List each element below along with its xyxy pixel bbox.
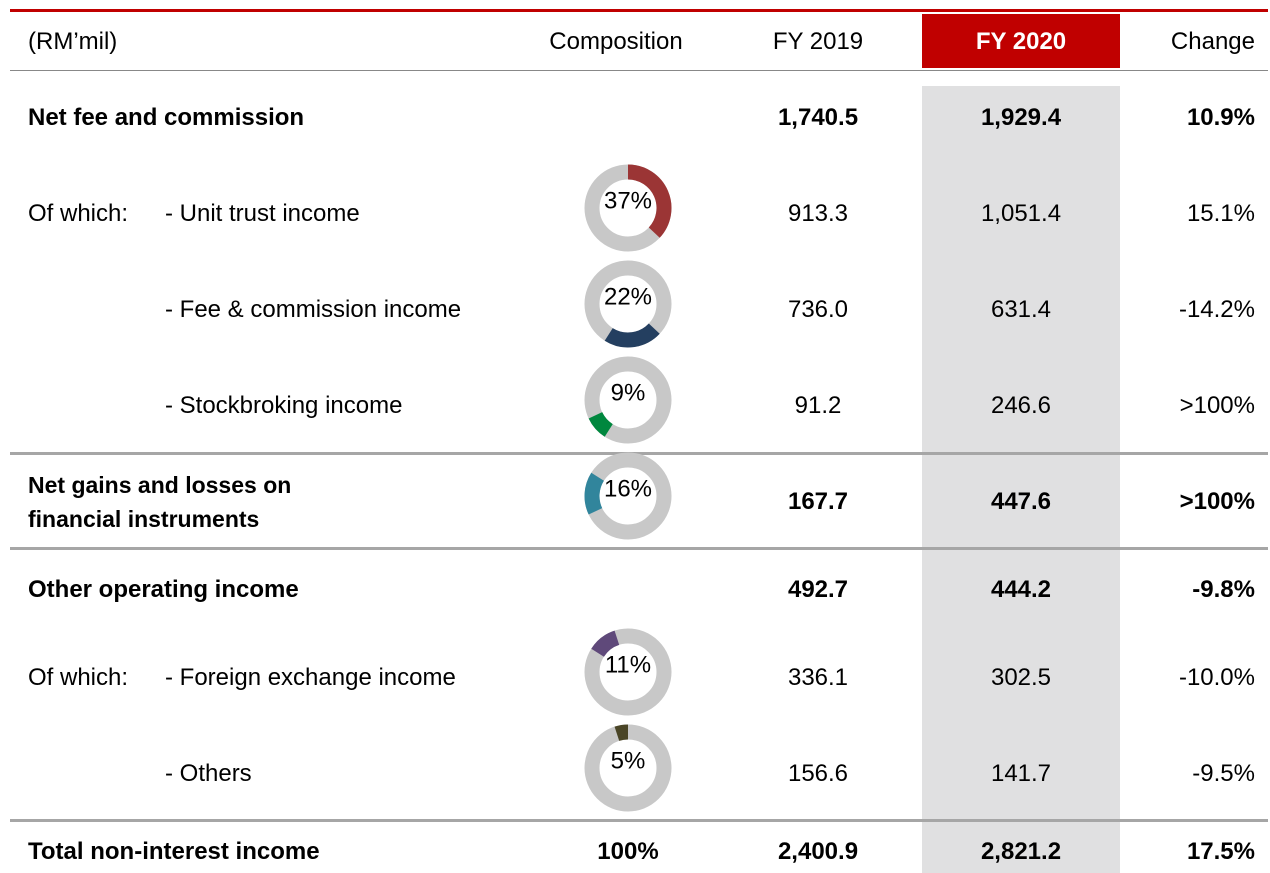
row-label: - Fee & commission income <box>165 296 462 323</box>
fy2020-value: 631.4 <box>990 296 1052 323</box>
fy2019-value: 736.0 <box>787 296 849 323</box>
donut: 16% <box>584 452 672 540</box>
fy2019-value: 913.3 <box>787 200 849 227</box>
fy2019-value: 91.2 <box>794 392 842 419</box>
row-label: - Others <box>165 760 252 787</box>
row-prefix: Of which: <box>28 200 129 227</box>
donut-label: 11% <box>605 651 651 678</box>
donut-label: 22% <box>604 283 652 310</box>
donut-segment <box>604 323 660 348</box>
row-separator <box>10 547 1268 550</box>
donut-track <box>584 356 672 444</box>
donut-segment <box>591 630 620 658</box>
change-value: >100% <box>1179 392 1255 419</box>
donut-segment <box>614 724 629 741</box>
donut: 5% <box>584 724 672 812</box>
donut: 37% <box>584 164 672 252</box>
row-label: - Unit trust income <box>165 200 360 227</box>
header-composition: Composition <box>549 28 683 55</box>
fy2019-value: 2,400.9 <box>777 838 859 865</box>
row-label: - Stockbroking income <box>165 392 403 419</box>
donut-segment <box>584 472 605 515</box>
row-label: Net gains and losses on financial instru… <box>28 472 292 532</box>
donut-label: 5% <box>611 747 646 774</box>
fy2019-value: 1,740.5 <box>777 104 859 131</box>
fy2020-value: 1,051.4 <box>980 200 1062 227</box>
change-value: -10.0% <box>1178 664 1255 691</box>
donut: 9% <box>584 356 672 444</box>
row-separator <box>10 819 1268 822</box>
fy2020-value: 302.5 <box>990 664 1052 691</box>
donut-track <box>584 628 672 716</box>
row-label: Total non-interest income <box>28 838 320 865</box>
donut: 22% <box>584 260 672 348</box>
fy2020-value: 447.6 <box>990 488 1052 515</box>
change-value: -9.8% <box>1192 576 1255 603</box>
fy2020-value: 141.7 <box>990 760 1052 787</box>
change-value: 15.1% <box>1186 200 1255 227</box>
row-label: Other operating income <box>28 576 299 603</box>
row-prefix: Of which: <box>28 664 129 691</box>
fy2019-value: 492.7 <box>787 576 849 603</box>
row-label: Net fee and commission <box>28 104 305 131</box>
change-value: -9.5% <box>1192 760 1255 787</box>
donut-segment <box>588 411 614 437</box>
row-separator <box>10 452 1268 455</box>
change-value: 10.9% <box>1186 104 1255 131</box>
donut-label: 9% <box>611 379 646 406</box>
fy2020-value: 2,821.2 <box>980 838 1062 865</box>
change-value: -14.2% <box>1178 296 1255 323</box>
fy2020-value: 444.2 <box>990 576 1052 603</box>
donut-label: 37% <box>604 187 652 214</box>
fy2019-value: 156.6 <box>787 760 849 787</box>
fy2019-value: 167.7 <box>787 488 849 515</box>
fy2020-value: 1,929.4 <box>980 104 1062 131</box>
fy2020-column <box>922 86 1120 873</box>
change-value: >100% <box>1179 488 1255 515</box>
header-fy2020: FY 2020 <box>975 28 1067 55</box>
donut-label: 16% <box>604 475 652 502</box>
top-rule <box>10 9 1268 12</box>
row-composition: 100% <box>597 838 659 865</box>
header-change: Change <box>1170 28 1255 55</box>
donut-segment <box>627 164 672 238</box>
fy2020-header-cell <box>922 14 1120 68</box>
change-value: 17.5% <box>1186 838 1255 865</box>
fy2020-value: 246.6 <box>990 392 1052 419</box>
donut: 11% <box>584 628 672 716</box>
fy2019-value: 336.1 <box>787 664 849 691</box>
header-label: (RM’mil) <box>28 28 118 55</box>
row-label: - Foreign exchange income <box>165 664 456 691</box>
header-fy2019: FY 2019 <box>772 28 864 55</box>
header-rule <box>10 70 1268 71</box>
